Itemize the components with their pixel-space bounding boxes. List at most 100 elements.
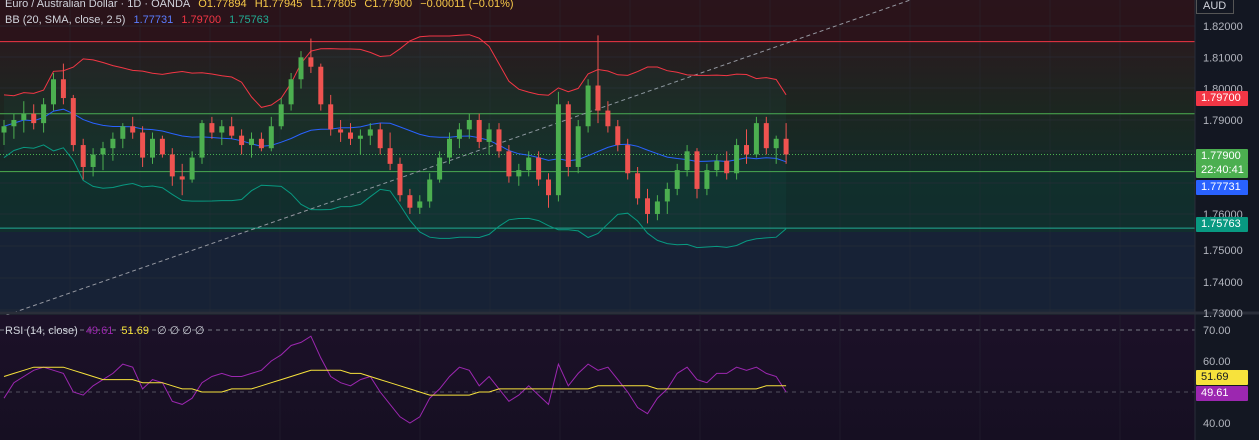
candle-body [377,129,383,149]
price-pane[interactable] [0,0,1195,318]
candle-body [318,66,324,105]
rsi-value: 49.61 [85,325,114,337]
candle-body [734,145,740,174]
candle-body [753,123,759,155]
rsi-ma-line [3,366,787,396]
lower-band-badge: 1.75763 [1196,217,1248,232]
candle-body [476,119,482,142]
candle-body [447,138,452,158]
candle-body [496,129,502,152]
rsi-tick-label: 70.00 [1203,325,1231,337]
countdown-badge: 22:40:41 [1196,163,1248,178]
candle-body [387,148,393,164]
rsi-legend[interactable]: RSI (14, close) 49.61 51.69 ∅ ∅ ∅ ∅ [5,324,210,337]
candle-body [466,119,472,130]
candle-body [70,98,76,146]
candle-body [674,170,680,189]
candle-body [605,110,611,127]
symbol-title[interactable]: Euro / Australian Dollar · 1D · OANDA [5,0,191,10]
candle-body [298,57,304,80]
price-tick-label: 1.75000 [1203,245,1243,257]
candle-body [456,129,462,139]
price-tick-label: 1.73000 [1203,308,1243,320]
bb-lower-line [3,144,787,249]
rsi-tick-label: 40.00 [1203,418,1231,430]
candle-body [773,138,779,149]
candle-body [714,160,720,171]
bb-legend[interactable]: BB (20, SMA, close, 2.5) 1.77731 1.79700… [5,14,274,26]
candle-body [516,170,522,177]
rsi-ma-value: 51.69 [121,325,149,337]
candle-body [585,85,591,127]
candle-body [209,123,215,133]
candle-body [219,126,225,133]
bb-basis-value: 1.77731 [133,14,174,26]
candle-body [407,195,413,208]
candle-body [397,163,403,196]
rsi-extra-values: ∅ ∅ ∅ ∅ [157,325,205,337]
candle-body [684,151,690,171]
candle-body [625,145,631,174]
candle-body [90,154,96,167]
bb-upper-line [3,34,787,108]
candle-body [51,79,56,105]
candle-body [575,126,581,167]
candle-body [308,57,314,67]
candle-body [783,138,789,155]
price-tick-label: 1.79000 [1203,115,1243,127]
candle-body [565,104,571,167]
candle-body [635,173,641,199]
candle-body [506,151,512,177]
candle-body [268,126,274,149]
candle-body [328,104,334,130]
candle-body [338,129,344,133]
candle-body [724,160,730,174]
ohlc-open: O1.77894 [198,0,247,10]
bb-label: BB (20, SMA, close, 2.5) [5,14,126,26]
candle-body [80,145,86,167]
ohlc-close: C1.77900 [364,0,413,10]
candle-body [31,113,37,124]
candle-body [595,85,601,111]
candle-body [249,138,254,146]
candle-body [60,79,66,99]
rsi-tick-label: 60.00 [1203,356,1231,368]
last-price-badge: 1.77900 [1196,149,1248,164]
candle-body [169,154,175,177]
candle-body [546,179,551,196]
candle-body [536,157,542,180]
candle-body [159,138,165,155]
upper-band-badge: 1.79700 [1196,91,1248,106]
rsi-pane[interactable] [0,315,1195,440]
candle-body [357,135,363,139]
candle-body [417,201,423,208]
bb-lower-value: 1.75763 [229,14,269,26]
candle-body [229,126,235,136]
rsi-badge: 49.61 [1196,386,1248,401]
candle-body [179,176,185,180]
candle-body [278,104,284,127]
basis-badge: 1.77731 [1196,180,1248,195]
candle-body [367,129,373,136]
rsi-label: RSI (14, close) [5,325,78,337]
price-tick-label: 1.81000 [1203,52,1243,64]
candle-body [41,104,47,124]
currency-label[interactable]: AUD [1196,0,1234,14]
candle-body [150,138,155,158]
candle-body [555,104,561,196]
candle-body [1,126,7,133]
candle-body [427,179,433,202]
candle-body [704,170,710,189]
candle-body [11,119,17,127]
candle-body [615,126,621,146]
price-tick-label: 1.82000 [1203,21,1243,33]
candle-body [744,145,749,155]
candle-body [664,188,670,202]
candle-body [694,151,700,189]
candle-body [239,135,245,146]
candle-body [140,132,146,158]
rsi-ma-badge: 51.69 [1196,370,1248,385]
candle-body [526,157,532,171]
candle-body [645,198,650,214]
